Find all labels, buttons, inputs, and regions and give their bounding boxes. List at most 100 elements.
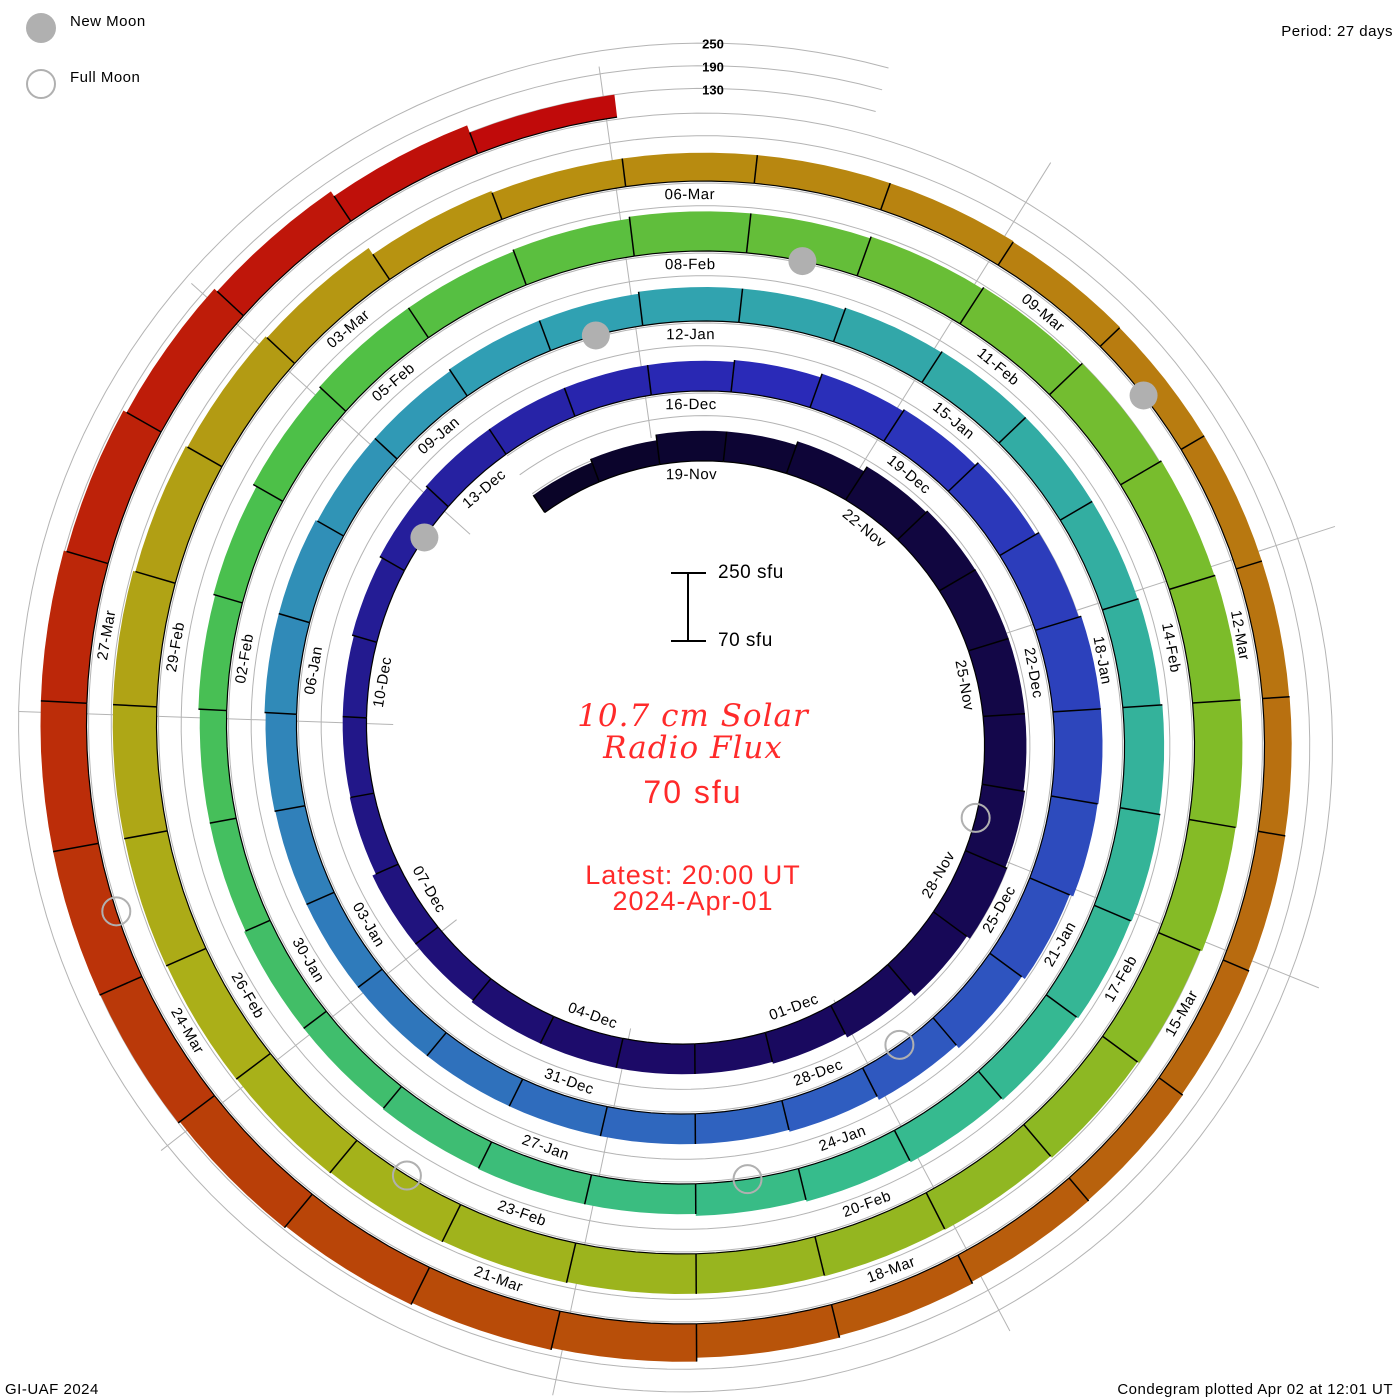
bar-baseline — [651, 390, 732, 396]
flux-bar — [862, 1017, 957, 1100]
bar-baseline — [241, 501, 284, 604]
day-separator — [753, 155, 759, 184]
day-separator — [1068, 1177, 1090, 1202]
flux-bar — [810, 373, 904, 442]
day-separator — [981, 783, 1026, 793]
day-separator — [830, 1304, 841, 1338]
day-separator — [1158, 1077, 1184, 1096]
flux-bar — [998, 242, 1121, 347]
day-separator — [407, 307, 430, 339]
day-separator — [897, 510, 929, 541]
flux-bar — [765, 1005, 846, 1064]
flux-bar — [469, 94, 618, 154]
bar-baseline — [325, 1010, 402, 1087]
bar-baseline — [1158, 959, 1224, 1079]
day-separator — [303, 1010, 327, 1029]
day-separator — [1035, 615, 1082, 632]
bar-baseline — [397, 863, 439, 928]
day-separator — [209, 817, 237, 824]
day-separator — [426, 1032, 447, 1057]
flux-bar — [830, 964, 912, 1038]
flux-bar — [217, 191, 351, 316]
date-label: 12-Jan — [666, 326, 715, 343]
bar-baseline — [166, 830, 207, 949]
day-separator — [1093, 904, 1131, 922]
flux-bar — [815, 1192, 945, 1277]
flux-bar — [1236, 561, 1290, 699]
day-separator — [932, 1017, 957, 1046]
flux-bar — [112, 704, 168, 839]
flux-bar — [600, 1106, 696, 1145]
guide-line-250 — [18, 42, 1333, 1393]
flux-bar — [40, 700, 99, 852]
flux-bar — [253, 388, 346, 502]
bar-baseline — [607, 1106, 696, 1115]
flux-bar — [533, 462, 600, 513]
day-separator — [1236, 560, 1263, 570]
day-separator — [374, 437, 398, 460]
flux-bar — [166, 948, 271, 1080]
bar-baseline — [304, 805, 335, 893]
day-separator — [425, 485, 449, 508]
flux-bar — [124, 830, 206, 966]
flux-bar — [833, 307, 942, 383]
flux-bar — [275, 805, 335, 905]
flux-bar — [408, 251, 527, 338]
bar-baseline — [205, 948, 271, 1054]
bar-baseline — [156, 583, 176, 707]
day-separator — [1119, 807, 1161, 816]
bar-baseline — [959, 323, 1050, 396]
flux-bar — [883, 409, 976, 492]
flux-bar — [1049, 363, 1160, 485]
bar-baseline — [998, 442, 1061, 521]
day-separator — [646, 364, 653, 396]
scale-bar-bottom-label: 70 sfu — [718, 630, 773, 651]
period-label: Period: 27 days — [1281, 23, 1393, 40]
bar-baseline — [989, 877, 1031, 954]
flux-bar — [926, 1124, 1051, 1230]
legend-full-moon-label: Full Moon — [70, 69, 141, 86]
flux-bar — [982, 713, 1027, 792]
bar-baseline — [738, 321, 834, 343]
flux-bar — [415, 927, 491, 1001]
flux-bar — [471, 978, 554, 1044]
day-separator — [621, 158, 627, 187]
flux-bar — [746, 213, 871, 276]
bar-baseline — [1158, 819, 1190, 933]
day-separator — [563, 387, 576, 417]
day-separator — [999, 531, 1040, 557]
footer-plot-time: Condegram plotted Apr 02 at 12:01 UT — [1117, 1381, 1393, 1398]
bar-baseline — [429, 1266, 561, 1312]
bar-baseline — [296, 622, 311, 715]
scale-bar — [671, 572, 706, 642]
bar-baseline — [754, 182, 881, 211]
flux-bar — [958, 1177, 1089, 1282]
day-separator — [415, 926, 439, 945]
bar-baseline — [376, 570, 405, 643]
bar-baseline — [634, 250, 747, 257]
bar-baseline — [309, 535, 345, 623]
flux-bar — [1223, 831, 1286, 971]
flux-bar — [342, 635, 377, 718]
bar-baseline — [833, 341, 923, 384]
flux-bar — [244, 920, 327, 1029]
flux-bar — [540, 1016, 623, 1068]
bar-baseline — [1222, 831, 1259, 961]
scale-label-250: 250 — [702, 36, 724, 52]
bar-baseline — [505, 415, 576, 455]
bar-baseline — [226, 602, 243, 711]
flux-bar — [306, 892, 383, 988]
bar-baseline — [1050, 711, 1056, 797]
flux-bar — [198, 595, 243, 711]
flux-bar — [968, 638, 1025, 717]
flux-bar — [113, 570, 176, 707]
bar-baseline — [622, 1037, 695, 1045]
day-separator — [235, 1052, 271, 1080]
legend-new-moon-label: New Moon — [70, 13, 146, 30]
day-separator — [832, 307, 847, 342]
day-separator — [1059, 500, 1093, 521]
bar-baseline — [141, 976, 215, 1096]
bar-baseline — [242, 220, 352, 317]
bar-baseline — [365, 642, 378, 718]
